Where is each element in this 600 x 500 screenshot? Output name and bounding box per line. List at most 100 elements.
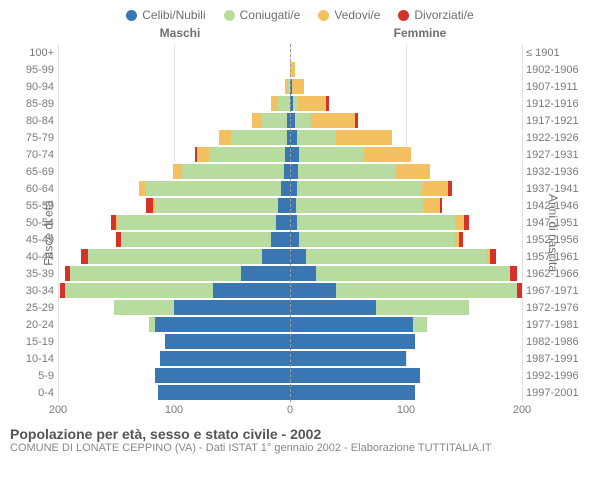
female-bar [290, 112, 522, 129]
bar-segment [290, 316, 413, 333]
bar-segment [306, 248, 487, 265]
female-bar [290, 129, 522, 146]
bar-segment [311, 112, 355, 129]
bar-segment [364, 146, 410, 163]
bar-segment [149, 316, 156, 333]
x-axis: 2001000100200 [58, 404, 522, 422]
bar-segment [182, 163, 284, 180]
bar-segment [241, 265, 290, 282]
birth-year-label: 1997-2001 [526, 384, 594, 401]
bar-segment [160, 350, 290, 367]
age-label: 75-79 [8, 129, 54, 146]
bar-segment [297, 129, 336, 146]
bar-segment [440, 197, 442, 214]
caption: Popolazione per età, sesso e stato civil… [0, 422, 600, 454]
birth-year-label: 1992-1996 [526, 367, 594, 384]
male-bar [58, 265, 290, 282]
female-bar [290, 299, 522, 316]
age-label: 10-14 [8, 350, 54, 367]
female-bar [290, 95, 522, 112]
bar-segment [219, 129, 231, 146]
bar-segment [298, 95, 326, 112]
bar-segment [213, 282, 290, 299]
male-bar [58, 197, 290, 214]
bar-segment [118, 214, 276, 231]
birth-year-label: 1902-1906 [526, 61, 594, 78]
bar-segment [510, 265, 517, 282]
bar-segment [290, 163, 298, 180]
birth-year-label: ≤ 1901 [526, 44, 594, 61]
male-bar [58, 180, 290, 197]
chart-headers: Maschi Femmine [0, 26, 600, 44]
bar-segment [290, 333, 415, 350]
female-bar [290, 282, 522, 299]
age-label: 0-4 [8, 384, 54, 401]
bar-segment [252, 112, 261, 129]
female-bar [290, 384, 522, 401]
bar-segment [209, 146, 286, 163]
age-label: 85-89 [8, 95, 54, 112]
birth-year-label: 1957-1961 [526, 248, 594, 265]
bar-segment [295, 112, 311, 129]
bar-segment [296, 197, 424, 214]
bar-segment [290, 367, 420, 384]
grid-line [522, 44, 523, 402]
birth-year-label: 1972-1976 [526, 299, 594, 316]
bar-segment [290, 146, 299, 163]
birth-year-label: 1927-1931 [526, 146, 594, 163]
male-bar [58, 248, 290, 265]
male-bar [58, 146, 290, 163]
bar-segment [114, 299, 174, 316]
bar-segment [290, 282, 336, 299]
male-bar [58, 78, 290, 95]
male-bar [58, 316, 290, 333]
age-label: 35-39 [8, 265, 54, 282]
x-tick-label: 0 [287, 404, 293, 416]
birth-year-label: 1952-1956 [526, 231, 594, 248]
bar-segment [299, 231, 454, 248]
bar-segment [88, 248, 262, 265]
bar-segment [376, 299, 469, 316]
female-bar [290, 367, 522, 384]
bar-segment [165, 333, 290, 350]
male-bar [58, 231, 290, 248]
age-label: 20-24 [8, 316, 54, 333]
bar-segment [262, 248, 290, 265]
birth-year-label: 1907-1911 [526, 78, 594, 95]
age-label: 40-44 [8, 248, 54, 265]
female-bar [290, 350, 522, 367]
center-line [290, 44, 291, 402]
caption-title: Popolazione per età, sesso e stato civil… [10, 426, 590, 442]
female-bar [290, 316, 522, 333]
age-label: 25-29 [8, 299, 54, 316]
male-bar [58, 214, 290, 231]
female-bar [290, 78, 522, 95]
birth-year-label: 1962-1966 [526, 265, 594, 282]
birth-year-label: 1977-1981 [526, 316, 594, 333]
birth-year-label: 1912-1916 [526, 95, 594, 112]
birth-year-label: 1917-1921 [526, 112, 594, 129]
male-bar [58, 299, 290, 316]
bar-segment [455, 214, 464, 231]
birth-year-label: 1937-1941 [526, 180, 594, 197]
bar-segment [70, 265, 242, 282]
x-tick-label: 200 [513, 404, 531, 416]
female-bar [290, 197, 522, 214]
bar-segment [299, 146, 364, 163]
bar-segment [290, 248, 306, 265]
age-label: 95-99 [8, 61, 54, 78]
bar-segment [336, 129, 392, 146]
male-bar [58, 95, 290, 112]
birth-year-label: 1932-1936 [526, 163, 594, 180]
male-bar [58, 61, 290, 78]
bar-segment [448, 180, 453, 197]
bar-segment [297, 180, 422, 197]
bar-segment [297, 214, 455, 231]
plot: 100+≤ 190195-991902-190690-941907-191185… [58, 44, 522, 402]
legend-label: Vedovi/e [334, 8, 380, 22]
bar-segment [316, 265, 511, 282]
bar-segment [413, 316, 427, 333]
bar-segment [396, 163, 431, 180]
bar-segment [271, 231, 290, 248]
female-bar [290, 163, 522, 180]
